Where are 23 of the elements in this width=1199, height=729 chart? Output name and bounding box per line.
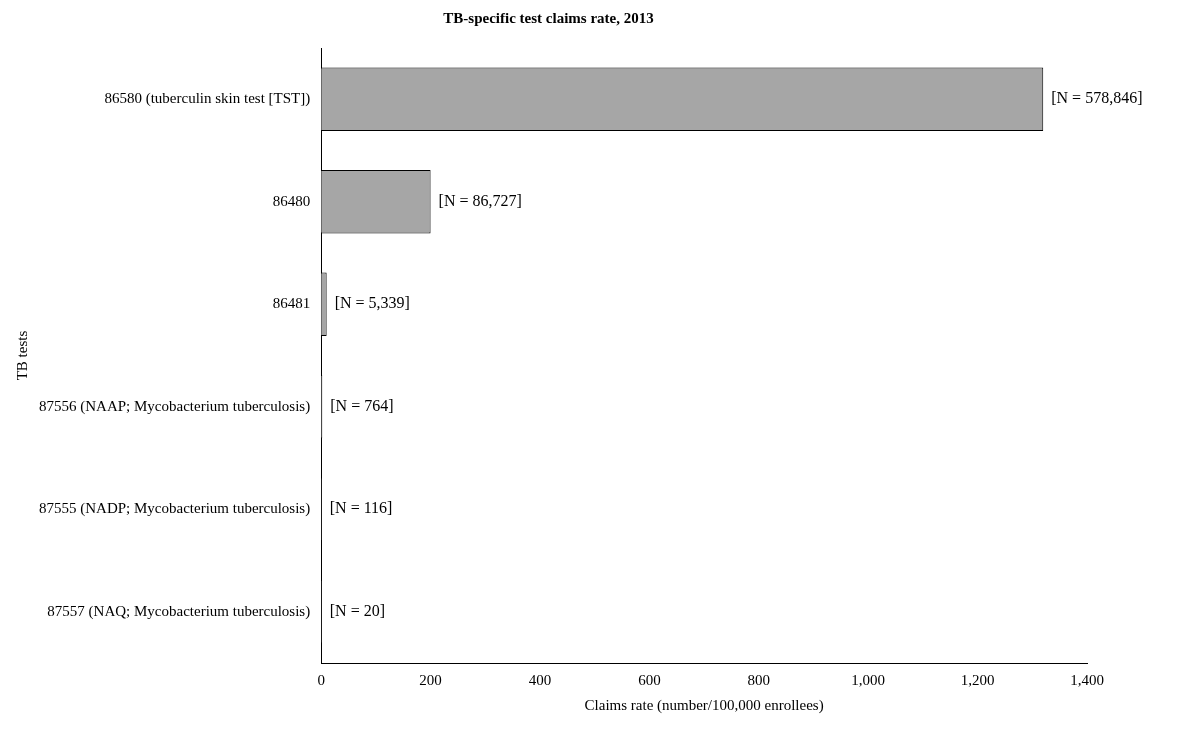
x-axis-title: Claims rate (number/100,000 enrollees) [584, 696, 824, 714]
annotation: [N = 578,846] [1051, 89, 1143, 107]
annotation: [N = 116] [329, 499, 393, 517]
x-tick-label: 1,000 [851, 671, 886, 688]
x-tick-label: 1,200 [960, 671, 995, 688]
annotation: [N = 20] [329, 601, 385, 619]
y-tick-label: 87556 (NAAP; Mycobacterium tuberculosis) [39, 397, 311, 415]
y-tick-label: 87557 (NAQ; Mycobacterium tuberculosis) [47, 602, 311, 620]
annotation: [N = 764] [330, 396, 394, 414]
y-tick-label: 86481 [272, 295, 311, 312]
x-tick-label: 200 [419, 671, 442, 688]
y-axis-title: TB tests [13, 330, 30, 381]
y-tick-label: 86580 (tuberculin skin test [TST]) [104, 90, 311, 108]
annotation: [N = 86,727] [438, 191, 522, 209]
y-tick-label: 86480 [272, 192, 311, 209]
y-tick-label: 87555 (NADP; Mycobacterium tuberculosis) [39, 500, 311, 518]
x-tick-label: 400 [528, 671, 552, 688]
x-tick-label: 800 [747, 671, 771, 688]
x-tick-label: 1,400 [1070, 671, 1104, 688]
x-tick-label: 600 [638, 671, 661, 688]
x-tick-label: 0 [317, 671, 325, 688]
chart-title: TB-specific test claims rate, 2013 [443, 9, 654, 26]
annotation: [N = 5,339] [334, 294, 410, 312]
